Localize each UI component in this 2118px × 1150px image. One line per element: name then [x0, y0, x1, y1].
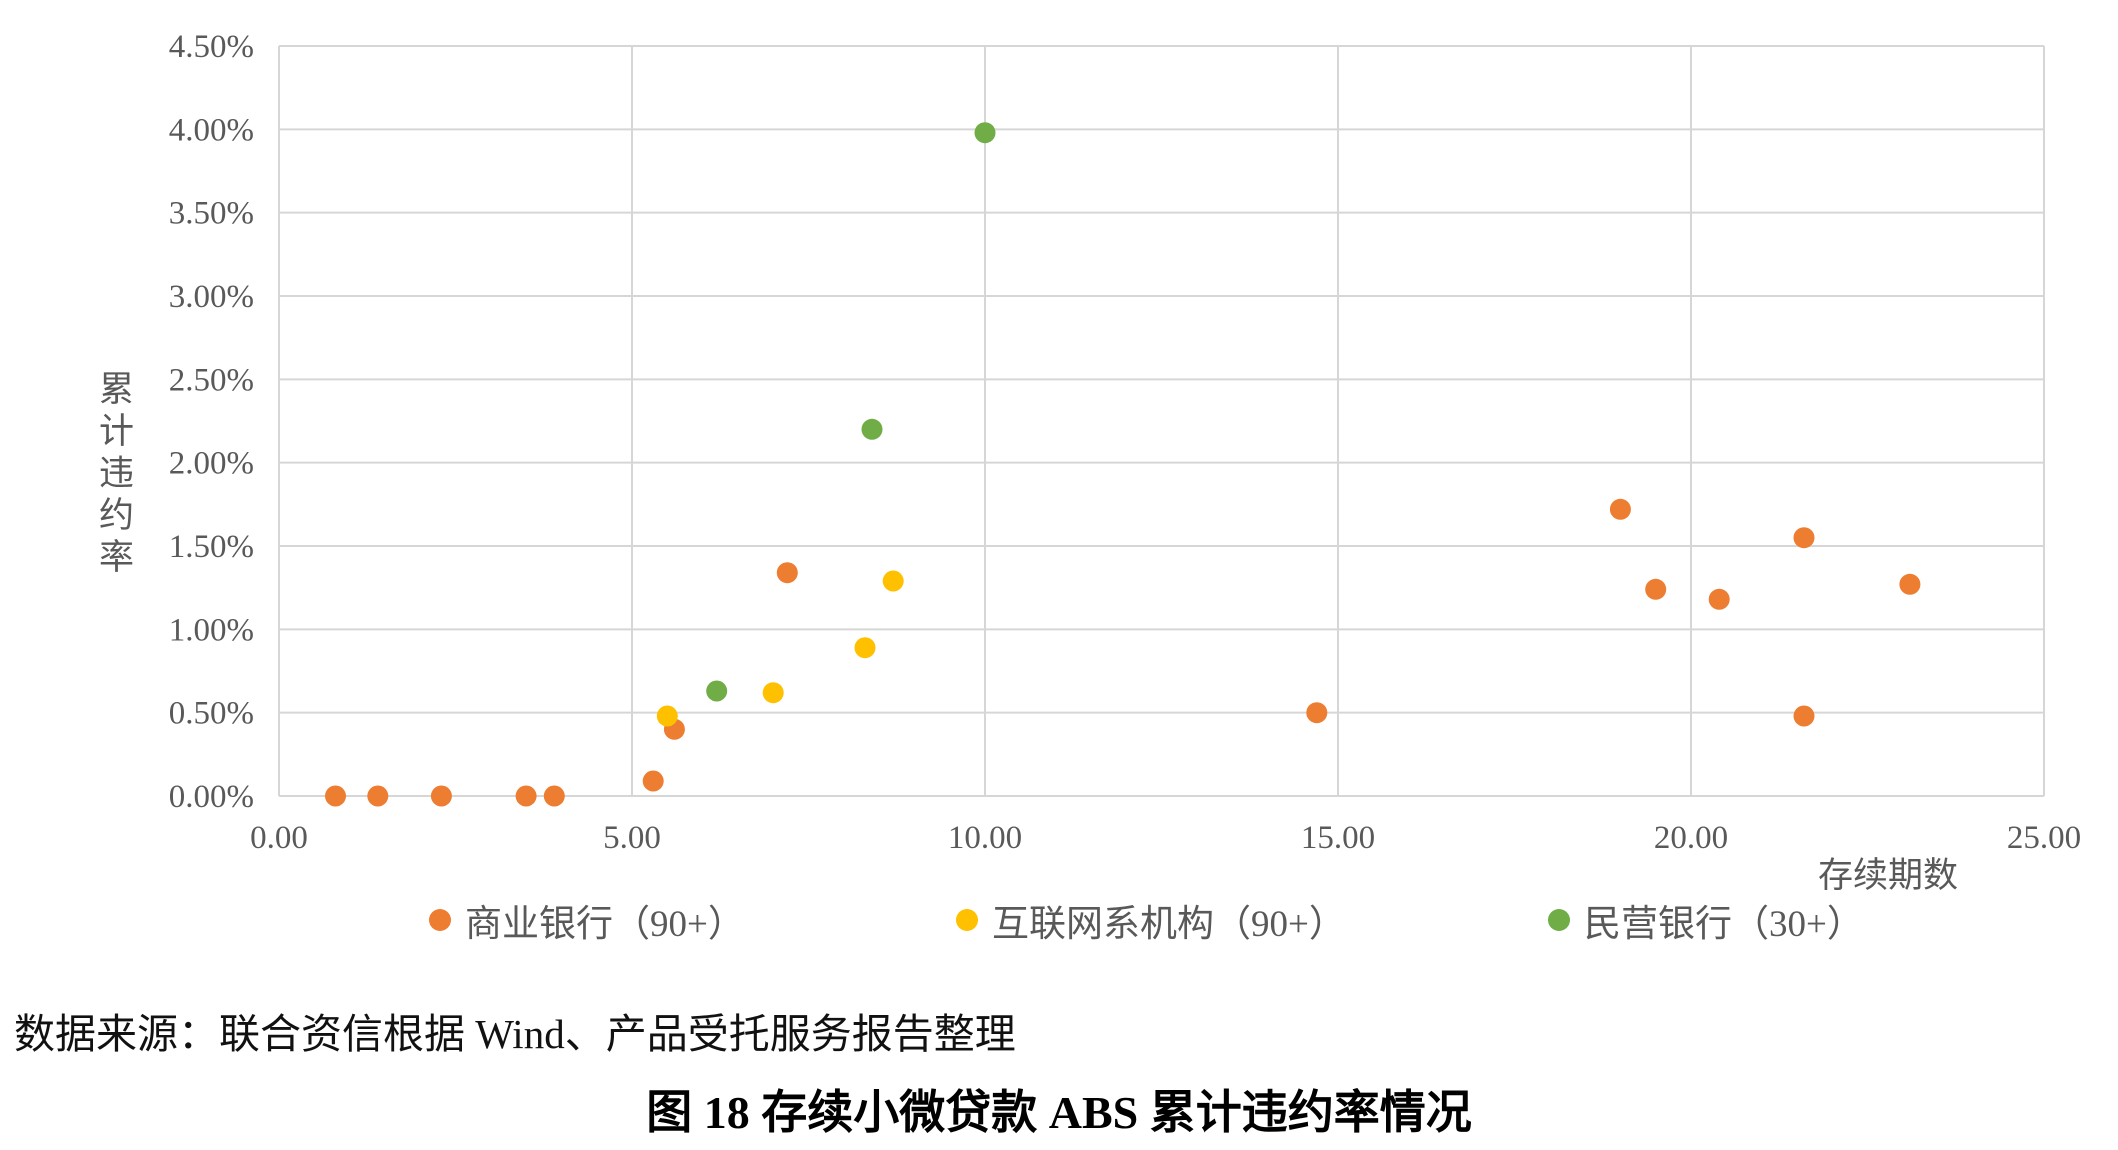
data-point-series-0 — [367, 785, 389, 807]
data-point-series-1 — [656, 705, 678, 727]
data-point-series-0 — [325, 785, 346, 807]
y-tick-label: 0.50% — [169, 696, 254, 732]
data-point-series-0 — [1645, 578, 1667, 600]
legend-label: 互联网系机构（90+） — [992, 904, 1346, 945]
legend-dot-icon — [1548, 909, 1570, 931]
data-point-series-0 — [1306, 702, 1328, 724]
data-point-series-0 — [776, 562, 798, 584]
data-point-series-0 — [1609, 498, 1631, 520]
data-point-series-1 — [882, 570, 904, 592]
legend-item-2: 民营银行（30+） — [1548, 898, 1864, 945]
y-tick-label: 4.00% — [169, 112, 254, 148]
data-point-series-0 — [543, 785, 565, 807]
data-point-series-0 — [642, 770, 664, 792]
x-tick-label: 0.00 — [250, 820, 308, 856]
source-note: 数据来源：联合资信根据 Wind、产品受托服务报告整理 — [14, 1011, 1016, 1057]
legend-item-0: 商业银行（90+） — [429, 898, 745, 945]
x-tick-label: 5.00 — [603, 820, 661, 856]
legend-label: 商业银行（90+） — [465, 904, 745, 945]
gridlines — [278, 45, 2045, 797]
data-point-series-1 — [854, 637, 876, 659]
y-axis-title: 累计违约率 — [94, 370, 133, 580]
data-point-series-0 — [1793, 527, 1815, 549]
x-tick-label: 20.00 — [1654, 820, 1728, 856]
data-points — [325, 122, 1921, 807]
x-tick-label: 10.00 — [948, 820, 1022, 856]
x-tick-label: 25.00 — [2007, 820, 2081, 856]
scatter-chart: 0.00 5.00 10.00 15.00 20.00 25.00 0.00% 0.50% 1… — [169, 29, 2081, 895]
data-point-series-0 — [515, 785, 537, 807]
chart-legend: 商业银行（90+） 互联网系机构（90+） 民营银行（30+） — [0, 898, 2118, 945]
legend-item-1: 互联网系机构（90+） — [956, 898, 1346, 945]
y-axis-tick-labels: 0.00% 0.50% 1.00% 1.50% 2.00% 2.50% 3.00% 3.50%… — [169, 29, 254, 815]
y-tick-label: 3.00% — [169, 279, 254, 315]
data-point-series-2 — [706, 680, 728, 702]
y-tick-label: 3.50% — [169, 196, 254, 232]
x-axis-title: 存续期数 — [1818, 856, 1958, 895]
x-tick-label: 15.00 — [1301, 820, 1375, 856]
data-point-series-0 — [1793, 705, 1815, 727]
legend-dot-icon — [429, 909, 451, 931]
y-tick-label: 1.00% — [169, 612, 254, 648]
legend-dot-icon — [956, 909, 978, 931]
y-tick-label: 4.50% — [169, 29, 254, 65]
data-point-series-0 — [1708, 588, 1730, 610]
x-axis-tick-labels: 0.00 5.00 10.00 15.00 20.00 25.00 — [250, 820, 2081, 856]
y-tick-label: 2.50% — [169, 362, 254, 398]
y-tick-label: 2.00% — [169, 446, 254, 482]
data-point-series-0 — [1899, 573, 1921, 595]
legend-label: 民营银行（30+） — [1584, 904, 1864, 945]
data-point-series-2 — [974, 122, 996, 144]
y-tick-label: 1.50% — [169, 529, 254, 565]
figure-caption: 图 18 存续小微贷款 ABS 累计违约率情况 — [646, 1087, 1472, 1138]
data-point-series-2 — [861, 418, 883, 440]
data-point-series-0 — [430, 785, 452, 807]
y-tick-label: 0.00% — [169, 779, 254, 815]
data-point-series-1 — [762, 682, 784, 704]
